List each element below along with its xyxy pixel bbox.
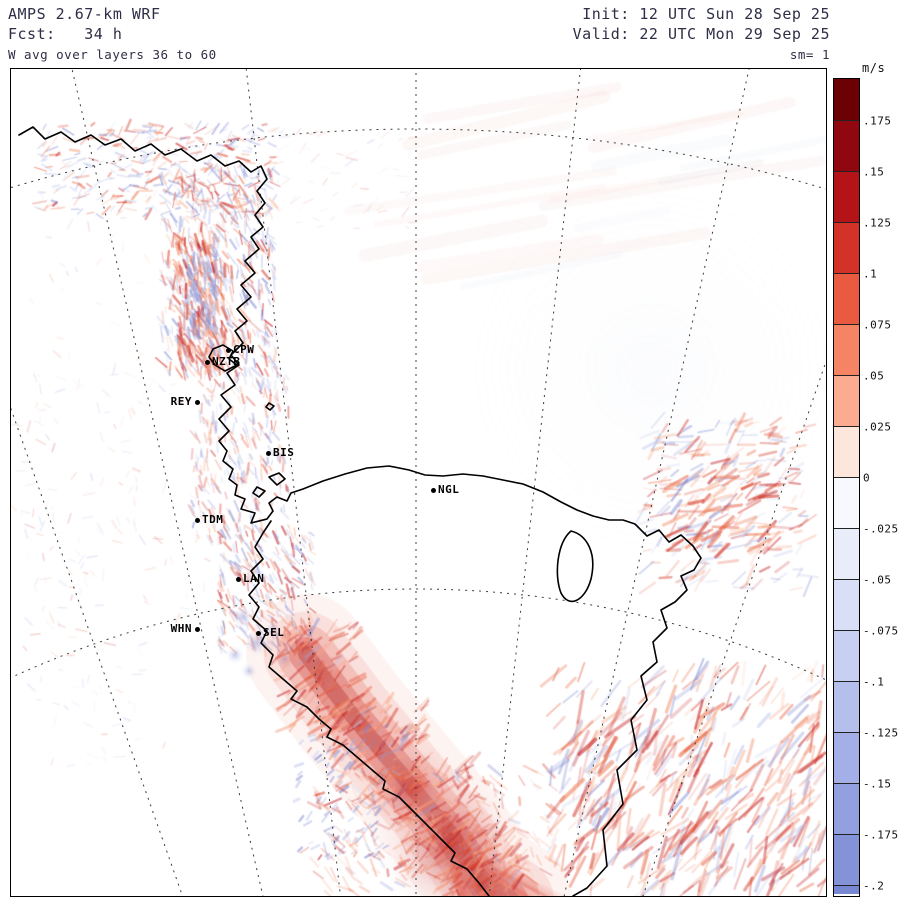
colorbar-cell (834, 733, 859, 784)
ross-island (208, 344, 238, 372)
coastline-siple-coast (248, 520, 490, 896)
colorbar-cell (834, 325, 859, 376)
station-dot (195, 400, 200, 405)
vertical-velocity-field-canvas (11, 69, 826, 896)
model-title: AMPS 2.67-km WRF (8, 5, 161, 23)
islets (252, 402, 286, 498)
colorbar-cell (834, 835, 859, 886)
colorbar-tick-label: .05 (863, 369, 885, 383)
colorbar-tick-label: .1 (863, 267, 878, 281)
colorbar-cell (834, 784, 859, 835)
colorbar-cell (834, 529, 859, 580)
station-label: TDM (202, 513, 224, 526)
map-panel: CPW NZTB REY BIS NGL TDM LAN WHN SEL (10, 68, 827, 897)
forecast-hour-label: Fcst: 34 h (8, 25, 123, 43)
graticule (11, 69, 826, 896)
map-overlay (11, 69, 826, 896)
station-dot (266, 451, 271, 456)
station-dot (256, 631, 261, 636)
colorbar-cell (834, 376, 859, 427)
smoothing-label: sm= 1 (789, 47, 830, 62)
roosevelt-island (556, 530, 594, 603)
station-dot (195, 518, 200, 523)
station-dot (236, 577, 241, 582)
colorbar-tick-label: .025 (863, 420, 892, 434)
colorbar-cell (834, 223, 859, 274)
colorbar-tick-label: .125 (863, 216, 892, 230)
valid-time-label: Valid: 22 UTC Mon 29 Sep 25 (572, 25, 830, 43)
colorbar-tick-label: -.2 (863, 879, 885, 893)
station-label: NGL (438, 483, 460, 496)
colorbar-cell (834, 172, 859, 223)
colorbar (833, 78, 860, 897)
colorbar-tick-label: .075 (863, 318, 892, 332)
station-dot (195, 627, 200, 632)
colorbar-tick-label: -.175 (863, 828, 899, 842)
colorbar-cell (834, 478, 859, 529)
colorbar-unit: m/s (862, 61, 886, 75)
station-label: BIS (273, 446, 295, 459)
colorbar-tick-label: .15 (863, 165, 885, 179)
colorbar-tick-label: .175 (863, 114, 892, 128)
colorbar-tick-label: -.075 (863, 624, 899, 638)
station-dot (205, 360, 210, 365)
station-label: CPW (233, 343, 255, 356)
station-label: SEL (263, 626, 285, 639)
coastline-victoria-land-and-shelf-front (18, 126, 702, 896)
colorbar-tick-label: -.05 (863, 573, 892, 587)
coastlines (18, 126, 702, 896)
init-time-label: Init: 12 UTC Sun 28 Sep 25 (582, 5, 830, 23)
colorbar-tick-label: -.1 (863, 675, 885, 689)
colorbar-cell (834, 682, 859, 733)
station-dot (431, 488, 436, 493)
colorbar-cell (834, 580, 859, 631)
station-label: REY (170, 395, 192, 408)
colorbar-cell (834, 121, 859, 172)
station-label: NZTB (212, 355, 241, 368)
colorbar-cell (834, 631, 859, 682)
station-label: LAN (243, 572, 265, 585)
colorbar-cell (834, 886, 859, 894)
colorbar-cell (834, 274, 859, 325)
colorbar-tick-label: -.025 (863, 522, 899, 536)
colorbar-cell (834, 79, 859, 121)
colorbar-tick-label: -.125 (863, 726, 899, 740)
station-dot (226, 348, 231, 353)
colorbar-tick-label: 0 (863, 471, 871, 485)
station-label: WHN (170, 622, 192, 635)
colorbar-cell (834, 427, 859, 478)
colorbar-tick-label: -.15 (863, 777, 892, 791)
field-description-label: W avg over layers 36 to 60 (8, 47, 217, 62)
